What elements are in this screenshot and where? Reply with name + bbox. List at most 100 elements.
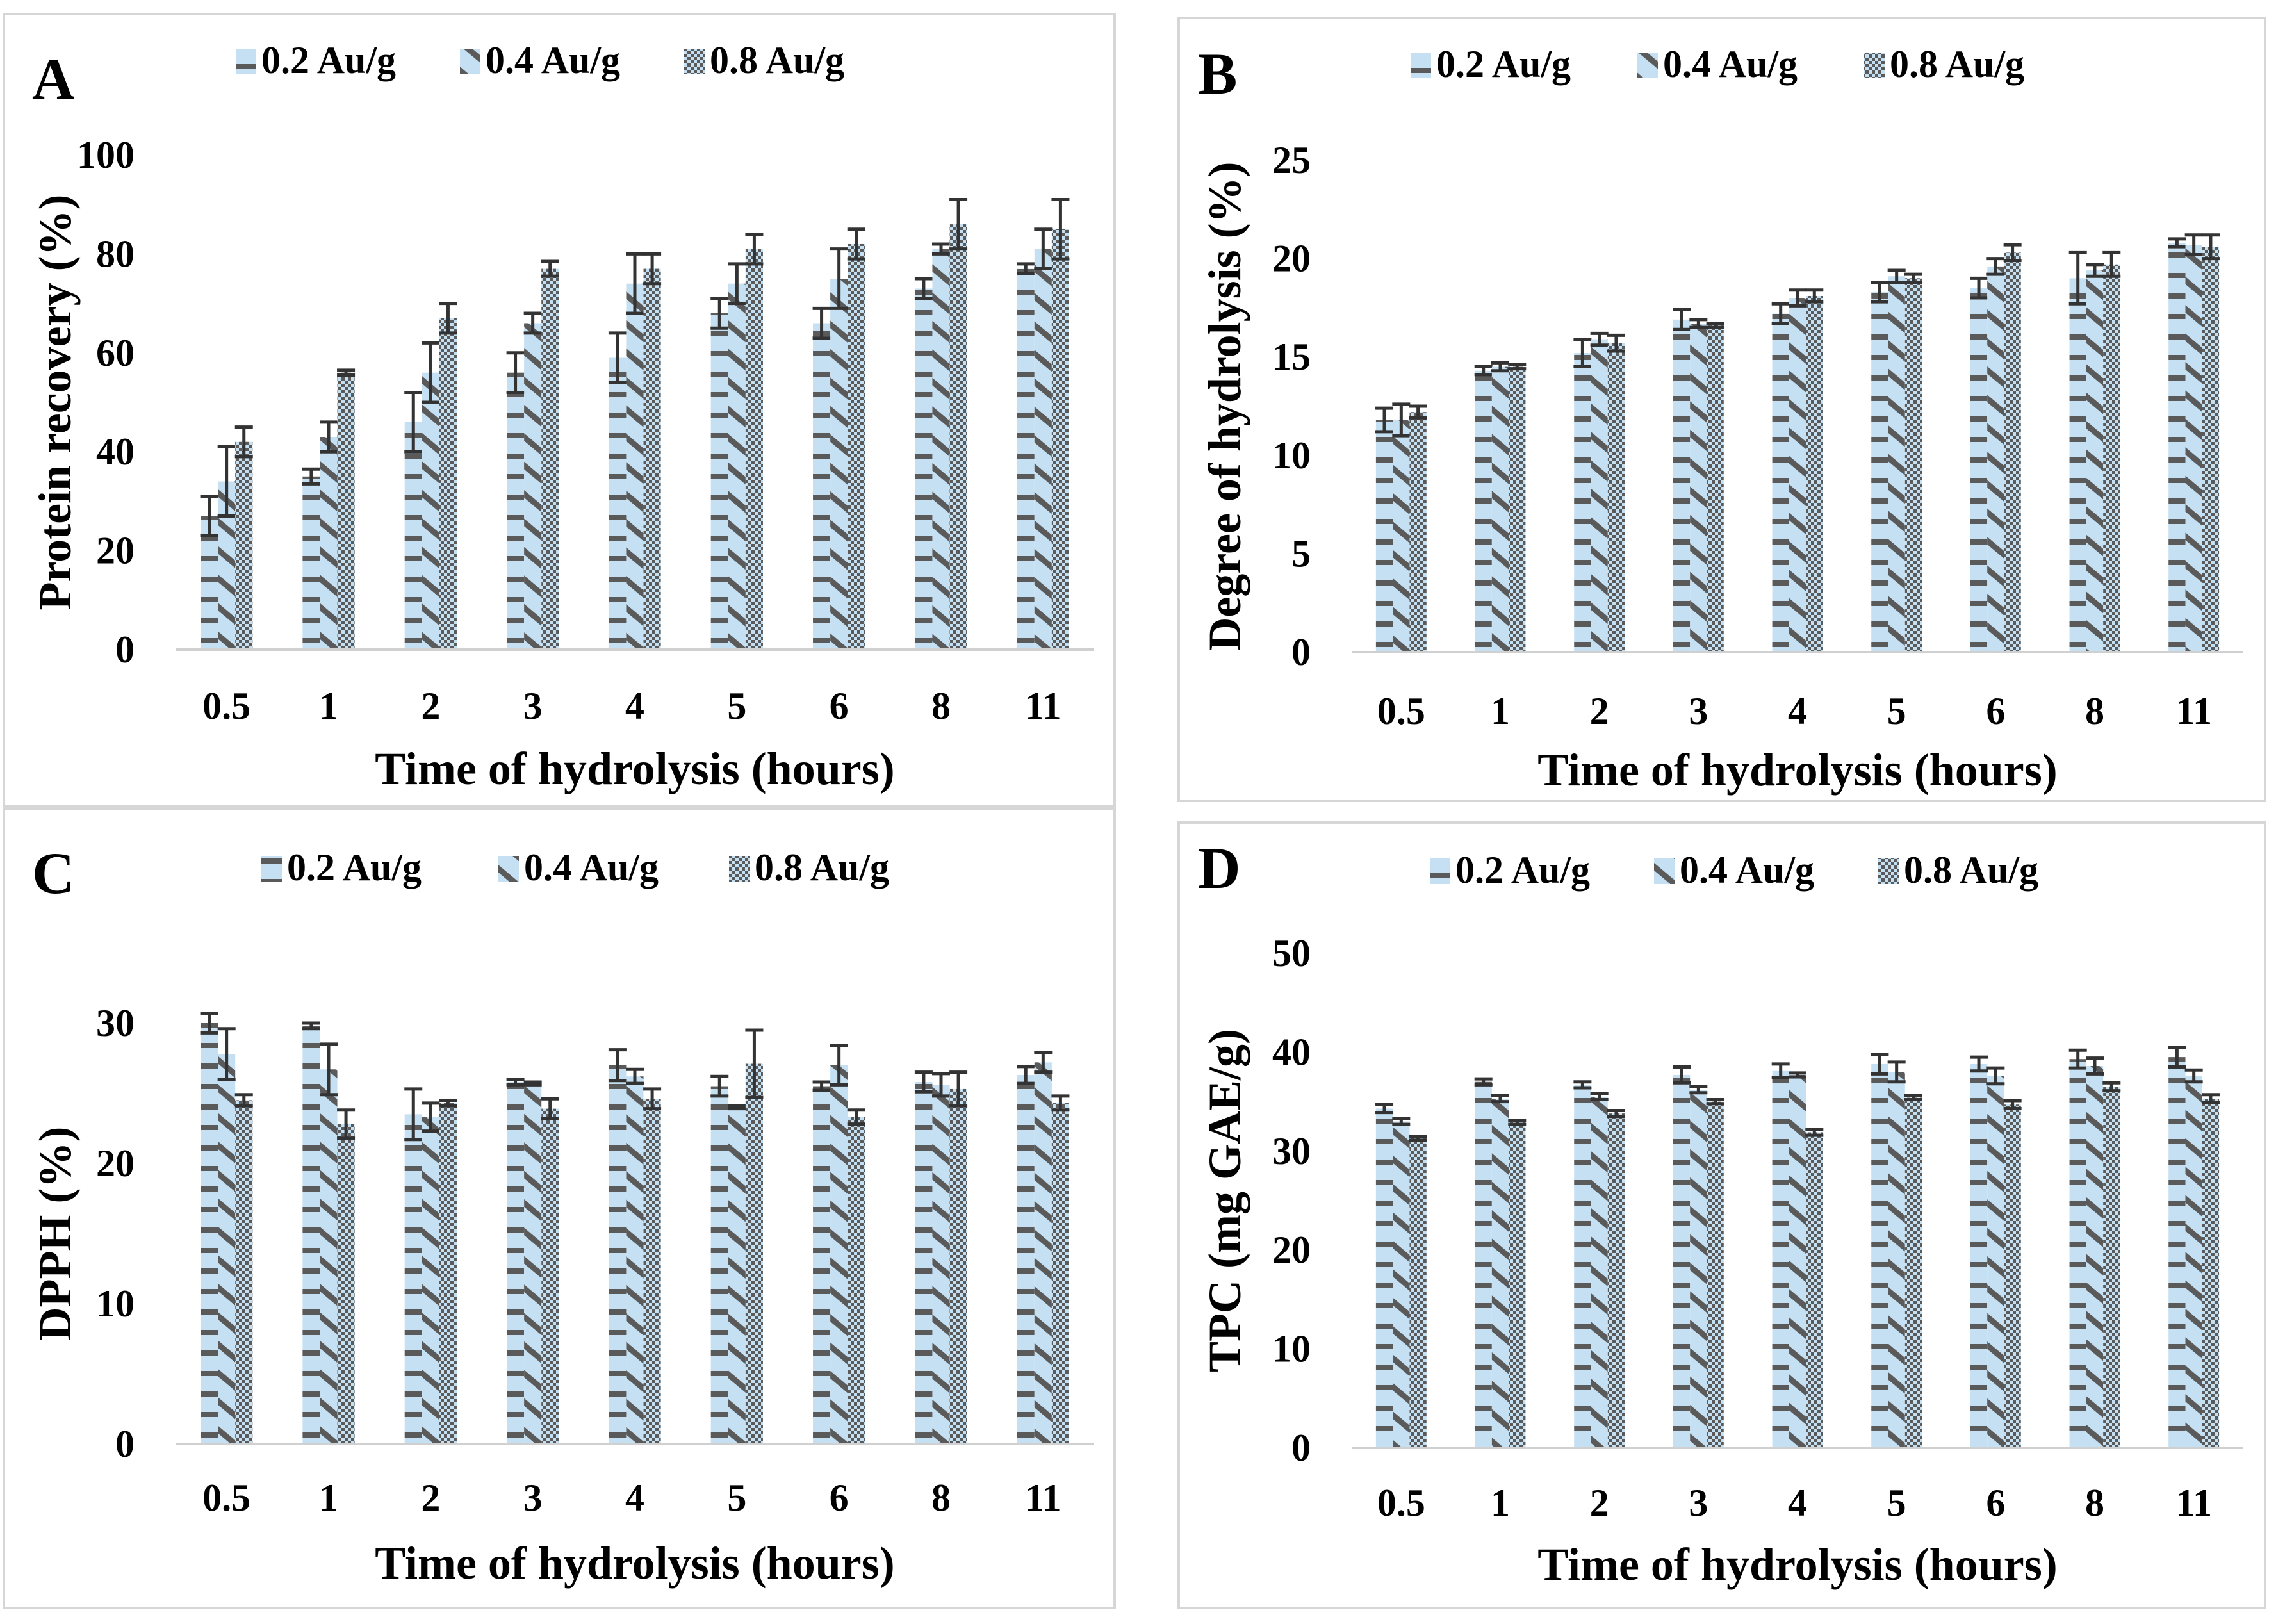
- bar: [710, 313, 728, 650]
- bar: [2185, 1076, 2202, 1448]
- y-tick-label: 80: [96, 233, 135, 275]
- x-tick-label: 8: [2085, 1482, 2104, 1524]
- y-tick-label: 40: [96, 431, 135, 473]
- bar: [1509, 366, 1526, 652]
- bar: [1772, 313, 1789, 653]
- bar: [1904, 1097, 1922, 1448]
- legend-swatch: [1430, 858, 1450, 884]
- x-tick-label: 1: [319, 685, 338, 727]
- bar: [320, 1069, 338, 1444]
- bar: [235, 441, 253, 650]
- x-tick-label: 3: [1689, 690, 1708, 732]
- bar: [915, 288, 933, 650]
- bar: [1772, 1070, 1789, 1448]
- bar: [1888, 276, 1905, 652]
- x-tick-label: 11: [2175, 1482, 2212, 1524]
- x-tick-label: 8: [2085, 690, 2104, 732]
- x-tick-label: 11: [2175, 690, 2212, 732]
- bar: [422, 372, 439, 650]
- bar: [2069, 1059, 2086, 1448]
- bar: [1375, 1108, 1393, 1448]
- x-axis-title: Time of hydrolysis (hours): [1537, 744, 2057, 796]
- x-tick-label: 8: [931, 1477, 951, 1519]
- panel-label: D: [1198, 835, 1240, 901]
- bar: [507, 1081, 525, 1444]
- y-tick-label: 15: [1272, 336, 1311, 378]
- y-tick-label: 20: [1272, 238, 1311, 280]
- x-tick-label: 4: [1788, 690, 1807, 732]
- bar: [2086, 1066, 2104, 1448]
- bar: [201, 1023, 218, 1444]
- bar: [1607, 1113, 1625, 1448]
- y-axis-title: Protein recovery (%): [29, 194, 81, 610]
- bar: [302, 1026, 320, 1444]
- bar: [643, 1099, 661, 1444]
- legend-label: 0.8 Au/g: [755, 846, 889, 889]
- bar: [1970, 288, 1988, 652]
- legend-swatch: [1654, 858, 1675, 884]
- bar: [1673, 319, 1691, 652]
- legend-label: 0.2 Au/g: [261, 39, 396, 81]
- chart-a: A 0.2 Au/g 0.4 Au/g 0.8 Au/g 0 20 40 60 80 100 0.5…: [29, 39, 1094, 794]
- bar: [1673, 1074, 1691, 1448]
- bar: [2103, 1087, 2120, 1448]
- bar: [710, 1086, 728, 1444]
- y-tick-label: 25: [1272, 139, 1311, 181]
- bar: [949, 224, 967, 650]
- legend-label: 0.8 Au/g: [1904, 849, 2038, 891]
- x-tick-label: 1: [1491, 1482, 1510, 1524]
- bar: [404, 1114, 422, 1444]
- y-tick-label: 40: [1272, 1031, 1311, 1073]
- bar: [813, 1086, 831, 1444]
- bar: [1806, 1132, 1823, 1448]
- bar: [2202, 1098, 2220, 1448]
- x-tick-label: 1: [319, 1477, 338, 1519]
- bar: [1034, 249, 1052, 650]
- bar: [1393, 420, 1410, 652]
- bar: [2168, 1057, 2186, 1448]
- y-tick-label: 10: [1272, 434, 1311, 477]
- bar: [2069, 278, 2086, 652]
- y-axis-title: Degree of hydrolysis (%): [1199, 161, 1250, 650]
- legend-swatch: [460, 49, 480, 74]
- legend-swatch: [1411, 53, 1431, 78]
- x-tick-label: 3: [1689, 1482, 1708, 1524]
- x-tick-label: 0.5: [1377, 690, 1425, 732]
- bar: [1393, 1121, 1410, 1448]
- panel-label: C: [32, 841, 74, 906]
- x-axis-title: Time of hydrolysis (hours): [375, 743, 894, 794]
- bar: [404, 422, 422, 650]
- x-tick-label: 2: [421, 1477, 440, 1519]
- x-tick-label: 5: [1887, 1482, 1906, 1524]
- bar: [439, 1103, 457, 1444]
- legend-swatch: [1637, 53, 1658, 78]
- x-axis-title: Time of hydrolysis (hours): [375, 1538, 894, 1589]
- x-tick-label: 6: [1986, 1482, 2005, 1524]
- y-tick-label: 5: [1291, 532, 1311, 575]
- bar: [2004, 1104, 2021, 1448]
- bar: [915, 1081, 933, 1444]
- x-tick-label: 0.5: [1377, 1482, 1425, 1524]
- legend-swatch: [236, 49, 256, 74]
- y-tick-label: 10: [1272, 1328, 1311, 1370]
- chart-d: D 0.2 Au/g 0.4 Au/g 0.8 Au/g 0 10 20 30 40 50 0.5 1…: [1198, 835, 2243, 1590]
- bar: [1051, 229, 1069, 650]
- bar: [609, 1065, 627, 1444]
- bar: [541, 268, 559, 650]
- panel-label: B: [1198, 41, 1237, 106]
- bar: [1690, 323, 1707, 652]
- chart-panel-a: A 0.2 Au/g 0.4 Au/g 0.8 Au/g 0 20 40 60 80 100 0.5…: [3, 13, 1116, 807]
- bar: [1051, 1103, 1069, 1444]
- y-axis-title: DPPH (%): [29, 1127, 81, 1341]
- chart-panel-d: D 0.2 Au/g 0.4 Au/g 0.8 Au/g 0 10 20 30 40 50 0.5 1…: [1177, 821, 2266, 1609]
- bar: [626, 283, 644, 650]
- y-tick-label: 60: [96, 332, 135, 374]
- bar: [2202, 247, 2220, 653]
- bar: [2086, 270, 2104, 653]
- bar: [728, 1107, 746, 1444]
- legend-swatch: [498, 856, 519, 882]
- bar: [1888, 1072, 1905, 1448]
- y-tick-label: 0: [1291, 1427, 1311, 1469]
- bar: [2004, 252, 2021, 652]
- y-tick-label: 0: [1291, 631, 1311, 673]
